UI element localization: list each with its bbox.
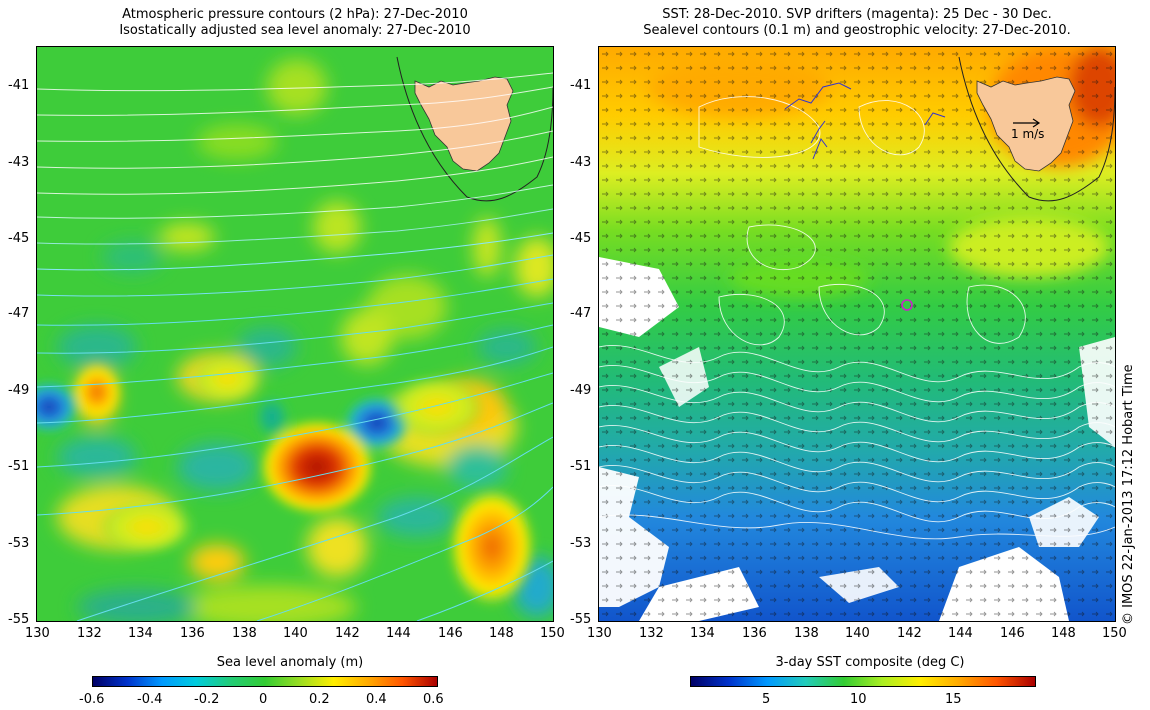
right-x-tick: 132 xyxy=(639,626,664,641)
right-colorbar-tick: 10 xyxy=(850,692,867,707)
right-x-tick: 138 xyxy=(794,626,819,641)
left-colorbar-tick: 0.4 xyxy=(366,692,387,707)
left-x-tick: 142 xyxy=(335,626,360,641)
left-y-tick: -51 xyxy=(8,459,30,474)
right-x-tick: 134 xyxy=(690,626,715,641)
right-x-tick: 130 xyxy=(587,626,612,641)
right-x-tick: 144 xyxy=(948,626,973,641)
left-y-tick: -49 xyxy=(8,383,30,398)
right-y-tick: -55 xyxy=(570,612,592,627)
right-colorbar-title: 3-day SST composite (deg C) xyxy=(775,655,965,670)
sst-map xyxy=(599,47,1115,621)
left-x-tick: 132 xyxy=(77,626,102,641)
left-x-tick: 136 xyxy=(180,626,205,641)
right-colorbar-tick: 15 xyxy=(945,692,962,707)
left-colorbar xyxy=(92,676,438,687)
right-title-line2: Sealevel contours (0.1 m) and geostrophi… xyxy=(643,23,1071,38)
left-map-panel xyxy=(36,46,554,622)
right-y-tick: -43 xyxy=(570,155,592,170)
right-y-tick: -49 xyxy=(570,383,592,398)
left-x-tick: 140 xyxy=(283,626,308,641)
left-x-tick: 138 xyxy=(232,626,257,641)
right-y-tick: -41 xyxy=(570,78,592,93)
credit-text: © IMOS 22-Jan-2013 17:12 Hobart Time xyxy=(1121,364,1136,625)
sea-level-contours xyxy=(599,96,1115,540)
right-x-tick: 140 xyxy=(845,626,870,641)
left-colorbar-title: Sea level anomaly (m) xyxy=(216,655,364,670)
left-x-tick: 146 xyxy=(438,626,463,641)
left-y-tick: -55 xyxy=(8,612,30,627)
left-colorbar-tick: 0 xyxy=(259,692,268,707)
pressure-contours xyxy=(37,72,553,621)
right-title-line1: SST: 28-Dec-2010. SVP drifters (magenta)… xyxy=(662,7,1052,22)
left-colorbar-tick: 0.6 xyxy=(423,692,444,707)
right-x-tick: 136 xyxy=(742,626,767,641)
velocity-scale-arrow xyxy=(1013,118,1041,128)
right-colorbar xyxy=(690,676,1036,687)
left-y-tick: -47 xyxy=(8,306,30,321)
left-y-tick: -53 xyxy=(8,536,30,551)
left-x-tick: 130 xyxy=(25,626,50,641)
right-x-tick: 150 xyxy=(1102,626,1127,641)
right-x-tick: 146 xyxy=(1000,626,1025,641)
right-x-tick: 148 xyxy=(1051,626,1076,641)
right-y-tick: -53 xyxy=(570,536,592,551)
velocity-scale-label: 1 m/s xyxy=(1011,127,1045,141)
left-title-line2: Isostatically adjusted sea level anomaly… xyxy=(119,23,471,38)
tasmania-land xyxy=(976,76,1076,172)
right-y-tick: -47 xyxy=(570,306,592,321)
right-x-tick: 142 xyxy=(897,626,922,641)
left-y-tick: -41 xyxy=(8,78,30,93)
left-colorbar-tick: 0.2 xyxy=(309,692,330,707)
sea-level-anomaly-map xyxy=(37,47,553,621)
left-y-tick: -43 xyxy=(8,155,30,170)
left-colorbar-tick: -0.2 xyxy=(194,692,220,707)
left-colorbar-tick: -0.6 xyxy=(79,692,105,707)
tasmania-land xyxy=(414,76,514,172)
right-y-tick: -45 xyxy=(570,231,592,246)
left-x-tick: 134 xyxy=(128,626,153,641)
drifter-marker xyxy=(901,299,913,311)
left-x-tick: 148 xyxy=(489,626,514,641)
left-x-tick: 150 xyxy=(540,626,565,641)
left-y-tick: -45 xyxy=(8,231,30,246)
right-map-panel: 1 m/s xyxy=(598,46,1116,622)
right-colorbar-tick: 5 xyxy=(762,692,771,707)
right-y-tick: -51 xyxy=(570,459,592,474)
left-x-tick: 144 xyxy=(386,626,411,641)
left-title-line1: Atmospheric pressure contours (2 hPa): 2… xyxy=(122,7,468,22)
left-colorbar-tick: -0.4 xyxy=(137,692,163,707)
drifter-tracks xyxy=(784,82,946,160)
